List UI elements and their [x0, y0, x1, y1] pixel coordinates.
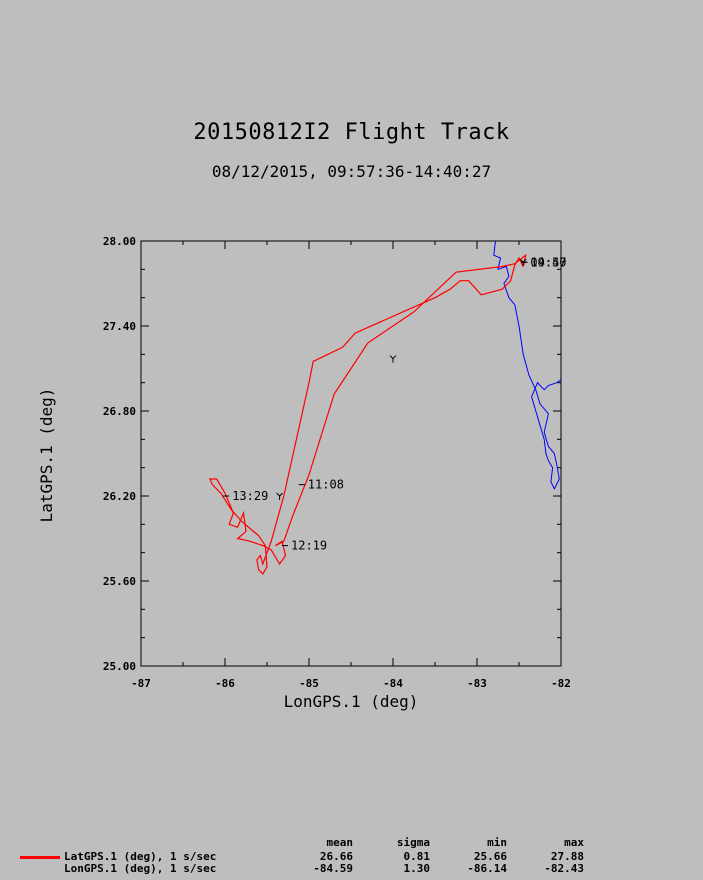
stats-row-mean: 26.66 [319, 850, 353, 863]
chart-title: 20150812I2 Flight Track [193, 120, 510, 145]
track-markers [276, 258, 527, 500]
y-tick-label: 25.60 [103, 575, 136, 588]
flight-track-chart: -87 -86 -85 -84 -83 -82 25.00 25.60 26.20 26.80 27… [37, 235, 571, 711]
stats-row-sigma: 0.81 [403, 850, 431, 863]
axis-ticks [140, 240, 562, 667]
x-tick-label: -82 [551, 677, 571, 690]
stats-header-max: max [564, 836, 584, 849]
stats-row-sigma: 1.30 [403, 862, 431, 875]
plot-frame [140, 240, 562, 667]
y-tick-label: 26.20 [103, 490, 136, 503]
stats-row-mean: -84.59 [313, 862, 353, 875]
stats-header-mean: mean [326, 836, 354, 849]
legend-swatch [20, 856, 60, 859]
stats-row-min: 25.66 [473, 850, 507, 863]
annotation-label: 12:19 [291, 539, 327, 553]
stats-header-sigma: sigma [396, 836, 430, 849]
track-marker [389, 355, 397, 363]
annotation-label: 14:40 [530, 255, 566, 269]
y-tick-label: 27.40 [103, 320, 136, 333]
stats-row-label: LonGPS.1 (deg), 1 s/sec [64, 862, 217, 875]
x-axis-title: LonGPS.1 (deg) [284, 692, 419, 711]
x-tick-label: -83 [467, 677, 487, 690]
stats-header-row: mean sigma min max [0, 836, 703, 849]
y-tick-label: 28.00 [103, 235, 136, 248]
y-axis-title: LatGPS.1 (deg) [37, 388, 56, 523]
stats-row: LonGPS.1 (deg), 1 s/sec -84.59 1.30 -86.… [0, 862, 703, 875]
x-tick-label: -84 [383, 677, 403, 690]
stats-row-max: -82.43 [544, 862, 584, 875]
coastline-line [493, 240, 562, 491]
stats-row: LatGPS.1 (deg), 1 s/sec 26.66 0.81 25.66… [0, 850, 703, 863]
stats-row-max: 27.88 [550, 850, 584, 863]
annotation-label: 11:08 [308, 478, 344, 492]
chart-subtitle: 08/12/2015, 09:57:36-14:40:27 [211, 162, 492, 181]
stats-header-min: min [487, 836, 507, 849]
axis-tick-labels: -87 -86 -85 -84 -83 -82 25.00 25.60 26.20 26.80 27… [103, 235, 571, 690]
stats-row-min: -86.14 [467, 862, 507, 875]
annotation-label: 09:57 [530, 255, 566, 269]
y-tick-label: 26.80 [103, 405, 136, 418]
statistics-table: mean sigma min max LatGPS.1 (deg), 1 s/s… [0, 834, 703, 880]
annotation-label: 13:29 [232, 489, 268, 503]
series-line-latgps [208, 253, 527, 575]
x-tick-label: -87 [131, 677, 151, 690]
stats-row-label: LatGPS.1 (deg), 1 s/sec [64, 850, 217, 863]
track-marker [276, 492, 283, 500]
y-tick-label: 25.00 [103, 660, 136, 673]
x-tick-label: -85 [299, 677, 319, 690]
x-tick-label: -86 [215, 677, 235, 690]
